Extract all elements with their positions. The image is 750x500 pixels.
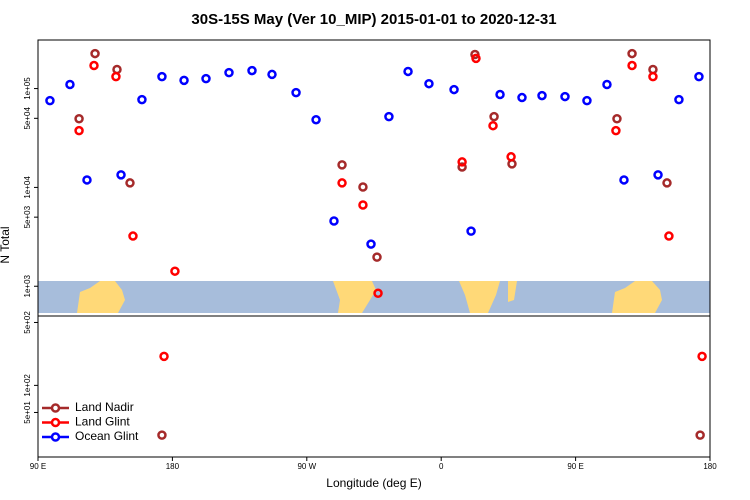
point xyxy=(560,91,570,102)
point xyxy=(488,120,498,131)
point xyxy=(89,60,99,71)
point xyxy=(457,157,467,167)
point xyxy=(179,75,189,86)
legend-label: Land Nadir xyxy=(75,400,134,414)
legend-label: Ocean Glint xyxy=(75,429,139,443)
point xyxy=(403,66,413,77)
point xyxy=(366,239,376,249)
point xyxy=(337,178,347,188)
point xyxy=(170,266,180,276)
point xyxy=(291,87,301,98)
point xyxy=(457,162,467,172)
point xyxy=(329,216,339,226)
point xyxy=(612,114,622,124)
x-axis-label: Longitude (deg E) xyxy=(326,476,421,490)
point xyxy=(159,351,169,362)
point xyxy=(267,69,277,80)
point xyxy=(602,79,612,90)
legend-marker xyxy=(50,403,61,413)
point xyxy=(489,111,499,122)
point xyxy=(627,60,637,71)
x-tick-label: 180 xyxy=(166,462,180,471)
point xyxy=(648,71,658,82)
point xyxy=(116,170,126,180)
point xyxy=(372,252,382,262)
point xyxy=(74,125,84,136)
point xyxy=(311,114,321,125)
point xyxy=(582,95,592,106)
x-tick-label: 180 xyxy=(703,462,717,471)
point xyxy=(224,67,234,78)
point xyxy=(45,95,55,106)
point xyxy=(674,94,684,105)
y-tick-label: 1e+03 xyxy=(23,274,32,297)
point xyxy=(384,111,394,122)
chart-title: 30S-15S May (Ver 10_MIP) 2015-01-01 to 2… xyxy=(191,11,556,28)
point xyxy=(157,71,167,82)
point xyxy=(517,92,527,103)
land-map xyxy=(333,281,376,313)
point xyxy=(358,200,368,210)
point xyxy=(74,114,84,124)
x-tick-label: 90 E xyxy=(567,462,583,471)
map-strip xyxy=(38,281,710,313)
point xyxy=(471,53,481,64)
point xyxy=(653,170,663,180)
y-tick-label: 5e+04 xyxy=(23,107,32,130)
point xyxy=(697,351,707,362)
point xyxy=(694,71,704,82)
y-tick-label: 1e+04 xyxy=(23,176,32,199)
bottom-frame xyxy=(37,315,711,458)
point xyxy=(128,231,138,241)
point xyxy=(695,430,705,440)
point xyxy=(495,89,505,100)
point xyxy=(537,90,547,101)
x-tick-label: 0 xyxy=(439,462,444,471)
y-tick-label: 5e+01 xyxy=(23,401,32,424)
point xyxy=(125,178,135,188)
legend-label: Land Glint xyxy=(75,415,130,429)
y-tick-label: 5e+02 xyxy=(23,311,32,334)
point xyxy=(619,175,629,185)
point xyxy=(662,178,672,188)
y-tick-label: 5e+03 xyxy=(23,205,32,228)
point xyxy=(201,73,211,84)
y-tick-label: 1e+02 xyxy=(23,374,32,397)
point xyxy=(424,78,434,89)
point xyxy=(157,430,167,440)
point xyxy=(247,65,257,76)
point xyxy=(449,84,459,95)
point xyxy=(627,48,637,59)
point xyxy=(111,71,121,82)
x-tick-label: 90 W xyxy=(297,462,316,471)
point xyxy=(611,125,621,136)
land-map xyxy=(77,281,125,313)
land-map xyxy=(459,281,517,313)
point xyxy=(358,182,368,192)
point xyxy=(466,226,476,236)
x-tick-label: 90 E xyxy=(30,462,46,471)
point xyxy=(137,94,147,105)
point xyxy=(373,288,383,299)
y-tick-label: 1e+05 xyxy=(23,77,32,100)
land-map xyxy=(612,281,662,313)
legend-marker xyxy=(50,432,61,442)
y-axis-label: N Total xyxy=(0,226,12,263)
point xyxy=(90,48,100,59)
point xyxy=(664,231,674,241)
point xyxy=(506,152,516,162)
point xyxy=(337,160,347,170)
point xyxy=(65,79,75,90)
legend-marker xyxy=(50,417,61,428)
point xyxy=(82,175,92,185)
